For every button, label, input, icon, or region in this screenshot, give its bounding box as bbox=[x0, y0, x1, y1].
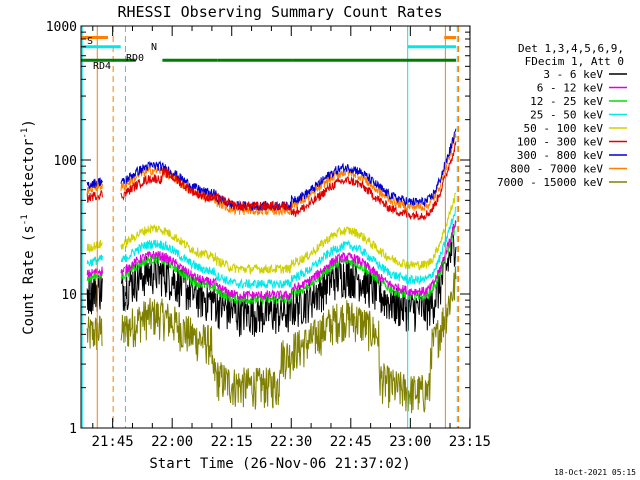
series-line bbox=[120, 192, 457, 275]
x-tick-label: 22:30 bbox=[270, 434, 312, 450]
vertical-markers bbox=[81, 26, 459, 428]
x-tick-label: 23:00 bbox=[389, 434, 431, 450]
legend-header: Det 1,3,4,5,6,9, bbox=[518, 42, 624, 55]
legend-entry-label: 12 - 25 keV bbox=[530, 95, 603, 108]
series-line bbox=[86, 239, 103, 254]
legend-entry-label: 3 - 6 keV bbox=[543, 68, 603, 81]
flag-label: S bbox=[87, 36, 93, 47]
series-line bbox=[86, 274, 103, 315]
flag-label: RD0 bbox=[126, 53, 144, 64]
legend-entry-label: 800 - 7000 keV bbox=[510, 163, 603, 176]
y-tick-label: 1 bbox=[69, 422, 77, 437]
x-tick-label: 22:00 bbox=[151, 434, 193, 450]
series-line bbox=[86, 315, 103, 351]
legend-entry-label: 100 - 300 keV bbox=[517, 136, 603, 149]
x-tick-label: 22:45 bbox=[330, 434, 372, 450]
flag-label: N bbox=[151, 42, 157, 53]
series-traces bbox=[86, 128, 457, 414]
series-line bbox=[86, 190, 103, 204]
flag-label: RD4 bbox=[93, 61, 111, 72]
chart-title: RHESSI Observing Summary Count Rates bbox=[117, 3, 442, 21]
x-tick-label: 23:15 bbox=[449, 434, 491, 450]
y-tick-label: 1000 bbox=[46, 20, 77, 35]
series-line bbox=[86, 177, 103, 189]
series-line bbox=[120, 141, 457, 221]
series-line bbox=[86, 266, 103, 279]
y-tick-label: 100 bbox=[54, 154, 77, 169]
status-flags: S N RD0 RD4 bbox=[81, 36, 457, 72]
x-tick-label: 22:15 bbox=[211, 434, 253, 450]
series-line bbox=[86, 254, 103, 267]
y-axis-label: Count Rate (s-1 detector-1) bbox=[20, 119, 37, 335]
series-line bbox=[120, 233, 457, 337]
series-line bbox=[120, 206, 457, 290]
legend-entry-label: 6 - 12 keV bbox=[537, 82, 604, 95]
footer-timestamp: 18-Oct-2021 05:15 bbox=[554, 468, 636, 477]
axis-ticks: 21:45 22:00 22:15 22:30 22:45 23:00 23:15 1 10 10… bbox=[46, 20, 491, 450]
legend-entry-label: 25 - 50 keV bbox=[530, 109, 603, 122]
series-line bbox=[120, 266, 457, 414]
plot-frame bbox=[80, 25, 471, 429]
y-tick-label: 10 bbox=[61, 288, 77, 303]
legend-entry-label: 7000 - 15000 keV bbox=[497, 176, 603, 189]
legend: Det 1,3,4,5,6,9,FDecim 1, Att 03 - 6 keV… bbox=[497, 42, 627, 189]
legend-entry-label: 300 - 800 keV bbox=[517, 149, 603, 162]
series-line bbox=[120, 220, 457, 301]
x-axis-label: Start Time (26-Nov-06 21:37:02) bbox=[149, 456, 410, 472]
x-tick-label: 21:45 bbox=[92, 434, 134, 450]
legend-entry-label: 50 - 100 keV bbox=[524, 122, 604, 135]
legend-header: FDecim 1, Att 0 bbox=[525, 55, 624, 68]
